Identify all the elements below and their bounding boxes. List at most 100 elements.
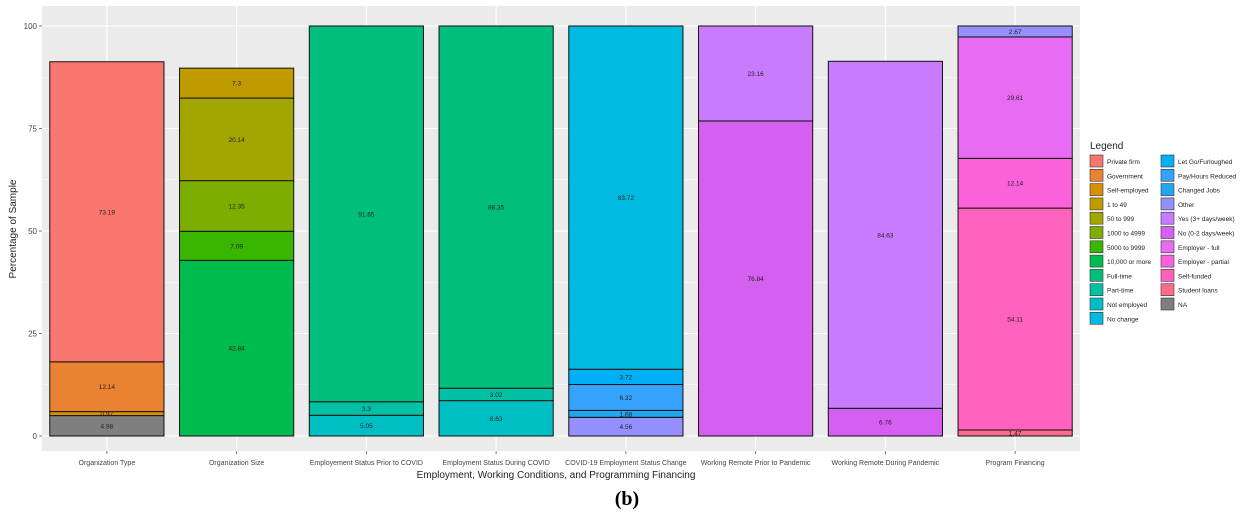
legend-label: Self-funded [1178,273,1212,280]
segment-value-label: 12.14 [99,384,116,391]
segment-value-label: 5.05 [360,423,373,430]
legend-label: Self-employed [1107,188,1149,195]
legend-label: Employer - full [1178,245,1220,252]
segment-value-label: 83.72 [618,195,635,202]
y-axis-title: Percentage of Sample [8,179,19,278]
x-tick-label: Working Remote Prior to Pandemic [701,460,811,467]
legend-swatch [1089,197,1104,211]
legend-label: 10,000 or more [1107,259,1151,266]
segment-value-label: 0.97 [101,411,114,418]
x-tick-label: Organization Size [209,460,264,467]
segment-value-label: 12.14 [1007,181,1024,188]
bar-segment [438,400,554,437]
legend-label: Part-time [1107,288,1134,295]
legend-label: Other [1178,202,1195,209]
legend-label: 50 to 999 [1107,216,1134,223]
legend-label: NA [1178,302,1188,309]
bar-segment [49,61,165,363]
bar-segment [568,384,684,411]
segment-value-label: 76.84 [747,276,764,283]
legend: Legend Private firm Government Self-employ… [1089,141,1237,325]
legend-swatch [1089,283,1104,297]
y-tick-label: 75 [28,125,37,134]
segment-value-label: 88.35 [488,205,505,212]
segment-value-label: 23.16 [747,71,764,78]
y-axis: 0 25 50 75 100 [24,22,42,441]
legend-swatch [1089,254,1104,268]
segment-value-label: 6.32 [620,395,633,402]
legend-swatch [1160,169,1175,182]
legend-swatch [1160,269,1175,282]
legend-swatch [1089,169,1104,182]
legend-swatch [1089,240,1104,254]
segment-value-label: 4.56 [620,424,633,431]
x-axis-title: Employment, Working Conditions, and Prog… [417,470,696,481]
x-tick-label: Employement Status Prior to COVID [310,460,423,467]
legend-swatch [1089,211,1104,225]
segment-value-label: 4.98 [101,423,114,430]
legend-label: Pay/Hours Reduced [1178,173,1237,180]
segment-value-label: 54.11 [1007,317,1023,324]
legend-swatch [1160,211,1175,225]
legend-swatch [1160,197,1175,211]
figure-caption: (b) [614,488,640,510]
x-tick-label: COVID-19 Employment Status Change [565,460,686,467]
legend-swatch [1089,297,1104,311]
bar-segment [827,407,943,437]
segment-value-label: 2.67 [1009,29,1022,36]
legend-label: 1000 to 4999 [1107,231,1145,238]
bar-segment [957,25,1073,38]
legend-label: Full-time [1107,273,1132,280]
x-tick-label: Organization Type [79,460,136,467]
segment-value-label: 42.84 [228,346,245,353]
segment-value-label: 6.76 [879,420,892,427]
legend-label: Not employed [1107,302,1147,309]
bar-segment [957,207,1073,431]
legend-swatch [1160,183,1175,196]
legend-label: Let Go/Furloughed [1178,159,1233,166]
bar-segment [179,97,295,182]
segment-value-label: 3.72 [620,374,633,381]
legend-swatch [1160,154,1175,168]
legend-label: Private firm [1107,159,1140,166]
legend-swatch [1089,226,1104,239]
y-tick-label: 50 [28,227,37,236]
bar-segment [827,60,943,409]
bar-segment [179,67,295,99]
segment-value-label: 7.3 [232,81,241,88]
bar-segment [308,25,424,403]
bar-segment [179,259,295,437]
legend-label: 5000 to 9999 [1107,245,1145,252]
legend-label: Government [1107,173,1143,180]
bar-segment [957,157,1073,209]
legend-label: Employer - partial [1178,259,1229,266]
legend-label: 1 to 49 [1107,202,1127,209]
x-tick-label: Employment Status During COVID [442,460,549,467]
segment-value-label: 7.09 [230,243,243,250]
segment-labels: 4.98 0.97 12.14 73.19 42.84 7.09 12.35 20.14 7.3… [99,29,1024,438]
x-tick-label: Program Financing [986,460,1045,467]
segment-value-label: 1.68 [620,411,633,418]
bar-segment [698,120,814,437]
bar-segment [568,25,684,370]
legend-swatch [1160,254,1175,268]
y-tick-label: 25 [28,330,37,339]
y-tick-label: 100 [24,22,38,31]
segment-value-label: 12.35 [228,203,245,210]
legend-label: Student loans [1178,288,1219,295]
legend-swatch [1089,269,1104,282]
bar-segments [49,25,1073,437]
bar-segment [179,230,295,261]
segment-value-label: 8.63 [490,416,503,423]
legend-swatch [1089,154,1104,168]
y-tick-label: 0 [33,432,38,441]
segment-value-label: 91.65 [358,211,375,218]
bar-segment [49,361,165,413]
bar-segment [698,25,814,122]
segment-value-label: 1.47 [1009,430,1022,437]
bar-segment [957,36,1073,159]
segment-value-label: 3.02 [490,392,503,399]
x-axis: Organization Type Organization Size Employ… [79,451,1045,467]
